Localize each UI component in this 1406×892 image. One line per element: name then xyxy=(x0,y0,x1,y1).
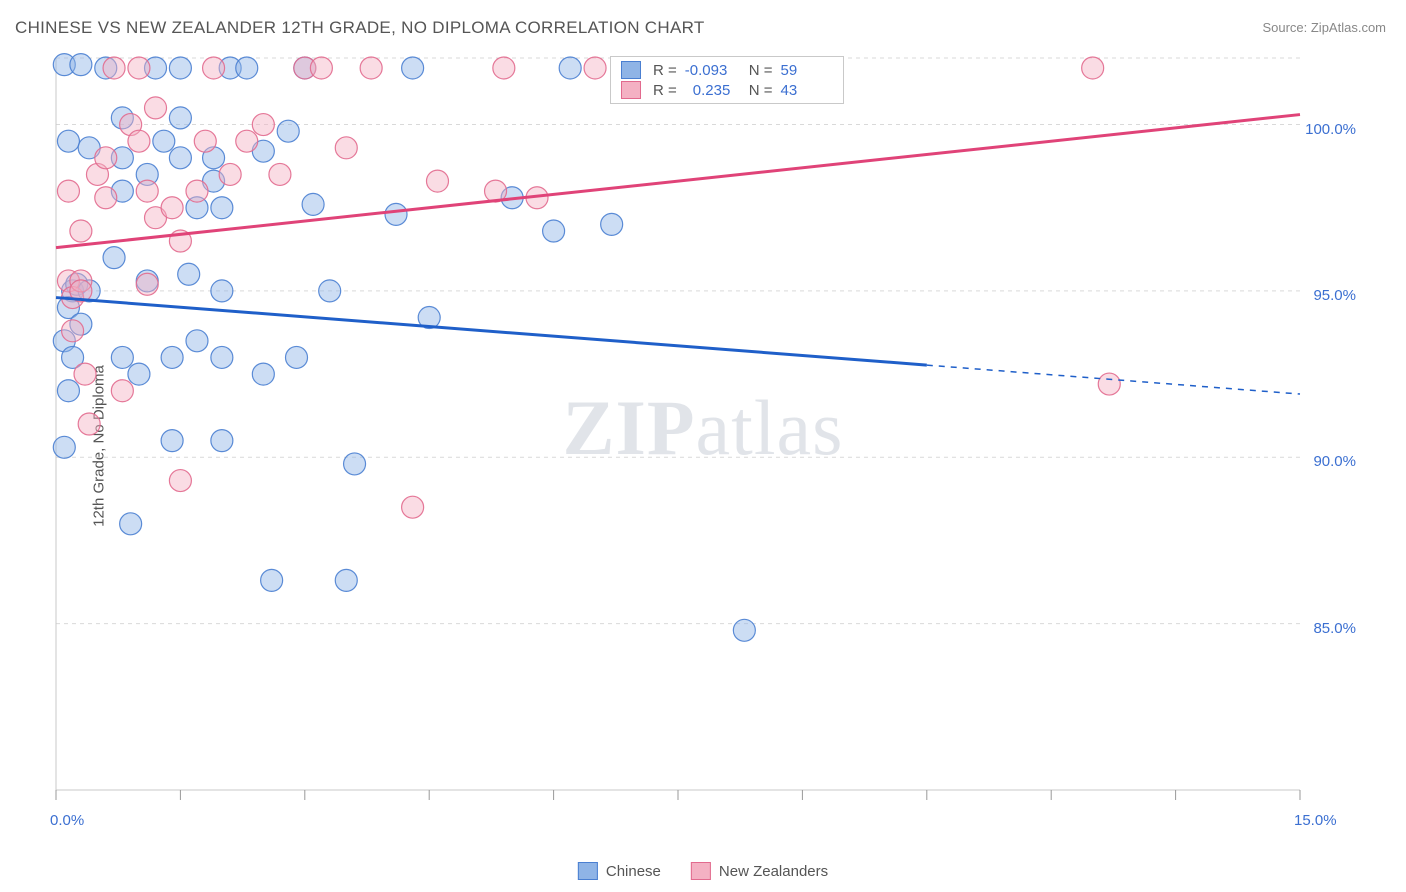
y-tick-label: 85.0% xyxy=(1313,620,1356,637)
chart-container: CHINESE VS NEW ZEALANDER 12TH GRADE, NO … xyxy=(0,0,1406,892)
y-tick-label: 90.0% xyxy=(1313,453,1356,470)
legend-stats-box: R = -0.093 N = 59 R = 0.235 N = 43 xyxy=(610,56,844,104)
y-tick-label: 95.0% xyxy=(1313,287,1356,304)
legend-n-label: N = xyxy=(749,62,773,79)
legend-r-label: R = xyxy=(653,82,677,99)
legend-n-value-2: 43 xyxy=(781,82,833,99)
swatch-series-1 xyxy=(621,61,641,79)
legend-item-2: New Zealanders xyxy=(691,862,828,880)
swatch-series-2-bottom xyxy=(691,862,711,880)
legend-r-value-1: -0.093 xyxy=(685,62,737,79)
plot-area: 85.0% 90.0% 95.0% 100.0% 0.0% 15.0% xyxy=(50,50,1360,830)
x-tick-label: 15.0% xyxy=(1294,812,1337,829)
legend-series-label-1: Chinese xyxy=(606,863,661,880)
legend-n-label: N = xyxy=(749,82,773,99)
legend-series-label-2: New Zealanders xyxy=(719,863,828,880)
legend-stats-row-1: R = -0.093 N = 59 xyxy=(611,60,843,80)
x-tick-label: 0.0% xyxy=(50,812,84,829)
chart-title: CHINESE VS NEW ZEALANDER 12TH GRADE, NO … xyxy=(15,18,705,38)
legend-n-value-1: 59 xyxy=(781,62,833,79)
legend-item-1: Chinese xyxy=(578,862,661,880)
swatch-series-1-bottom xyxy=(578,862,598,880)
legend-r-value-2: 0.235 xyxy=(685,82,737,99)
legend-r-label: R = xyxy=(653,62,677,79)
legend-series: Chinese New Zealanders xyxy=(578,862,828,880)
legend-stats-row-2: R = 0.235 N = 43 xyxy=(611,80,843,100)
chart-svg xyxy=(50,50,1360,830)
chart-source: Source: ZipAtlas.com xyxy=(1262,20,1386,35)
y-tick-label: 100.0% xyxy=(1305,121,1356,138)
swatch-series-2 xyxy=(621,81,641,99)
